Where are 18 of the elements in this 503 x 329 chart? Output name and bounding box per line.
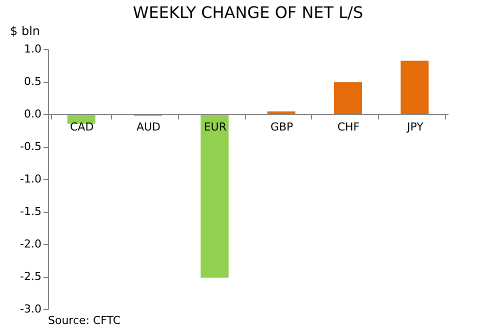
x-tick-label: AUD [136,120,161,134]
source-note: Source: CFTC [48,314,121,327]
y-tick-label: -3.0 [20,302,42,316]
y-tick-label: -2.5 [20,270,42,283]
y-tick-label: -2.0 [20,238,42,250]
y-tick-label: -0.5 [20,140,42,153]
y-tick-label: 0.5 [24,75,42,88]
y-tick-label: -1.0 [20,172,42,186]
chart-title: WEEKLY CHANGE OF NET L/S [132,3,364,22]
x-tick-label: JPY [406,120,424,134]
y-tick-label: 1.0 [24,42,42,56]
x-tick-label: CAD [70,120,94,134]
y-tick-label: -1.5 [20,205,42,218]
x-tick-label: EUR [204,120,227,134]
y-tick-label: 0.0 [24,108,42,120]
y-axis-title: $ bln [10,24,40,38]
x-tick-label: GBP [270,120,294,134]
x-tick-label: CHF [337,120,360,134]
